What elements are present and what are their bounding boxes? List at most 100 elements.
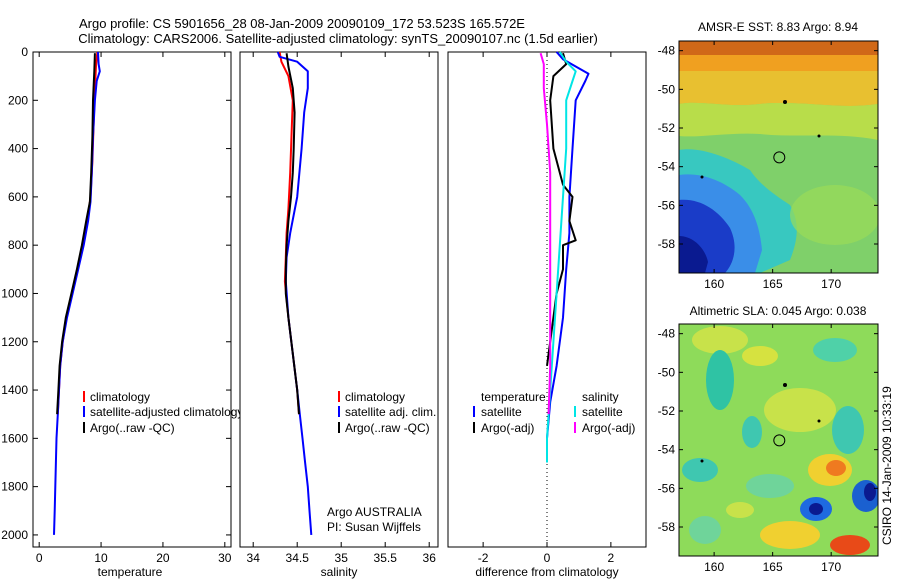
y-tick-label: 1200: [1, 335, 28, 349]
x-tick-label: 20: [156, 551, 170, 565]
latitude-tick-label: -58: [658, 237, 676, 251]
legend-label-sal-argo: Argo(-adj): [582, 421, 635, 435]
temperature-panel: 0 10 20 30 0 200 400 600 800 1000 1200 1400 1600 180…: [1, 45, 243, 579]
sla-map-frame: [678, 323, 879, 557]
latitude-tick-label: -50: [658, 82, 676, 96]
salinity-panel: 34 34.5 35 35.5 36 salinity climatology sate…: [239, 51, 439, 579]
y-tick-label: 1000: [1, 286, 28, 300]
x-tick-label: 30: [218, 551, 232, 565]
sla-negative-anomaly: [742, 416, 762, 448]
y-tick-label: 600: [8, 190, 28, 204]
sla-positive-anomaly: [726, 502, 754, 518]
x-tick-label: 35: [335, 551, 349, 565]
sst-green-patch: [790, 185, 878, 245]
latitude-tick-label: -58: [658, 520, 676, 534]
sla-negative-anomaly: [813, 338, 857, 362]
temperature-axes-box: [32, 51, 232, 548]
sla-negative-anomaly: [809, 503, 823, 515]
legend-title-salinity: salinity: [582, 390, 619, 404]
island-marker: [817, 134, 821, 138]
series-line-temperature-satellite: [546, 51, 590, 463]
y-tick-label: 2000: [1, 528, 28, 542]
float-position-marker: [773, 151, 786, 164]
latitude-tick-label: -56: [658, 198, 676, 212]
legend-title-temperature: temperature: [481, 390, 546, 404]
x-tick-label: 34: [247, 551, 261, 565]
longitude-tick-label: 160: [704, 277, 724, 291]
x-tick-label: 36: [423, 551, 437, 565]
series-line-salinity-argo-adj: [539, 52, 552, 415]
temperature-legend: climatology satellite-adjusted climatolo…: [83, 390, 243, 435]
y-tick-label: 400: [8, 142, 28, 156]
x-tick-label: -2: [478, 551, 489, 565]
salinity-legend: climatology satellite adj. clim. Argo(..…: [338, 390, 436, 435]
x-tick-label: 10: [94, 551, 108, 565]
island-marker: [817, 419, 821, 423]
latitude-tick-label: -48: [658, 44, 676, 58]
longitude-tick-label: 170: [821, 277, 841, 291]
sla-positive-anomaly: [742, 346, 778, 366]
x-tick-label: 35.5: [374, 551, 398, 565]
sla-map: 160 165 170 -48 -50 -52 -54 -56 -58: [658, 323, 879, 574]
sla-negative-anomaly: [689, 516, 721, 544]
y-tick-label: 800: [8, 238, 28, 252]
pi-label: PI: Susan Wijffels: [327, 520, 421, 534]
difference-panel: -2 0 2 difference from climatology tempera…: [447, 51, 647, 579]
legend-label-satellite-adj: satellite adj. clim.: [345, 405, 436, 419]
latitude-tick-label: -52: [658, 121, 676, 135]
y-tick-label: 0: [21, 45, 28, 59]
float-position-marker: [773, 434, 786, 447]
latitude-tick-label: -50: [658, 365, 676, 379]
difference-legend: temperature satellite Argo(-adj) salinit…: [473, 390, 635, 435]
sla-positive-anomaly: [764, 388, 836, 432]
latitude-tick-label: -56: [658, 481, 676, 495]
legend-label-argo: Argo(..raw -QC): [345, 421, 430, 435]
temperature-x-label: temperature: [98, 565, 163, 579]
sla-positive-anomaly: [692, 326, 748, 354]
sla-negative-anomaly: [864, 483, 876, 501]
x-tick-label: 34.5: [286, 551, 310, 565]
legend-label-temp-argo: Argo(-adj): [481, 421, 534, 435]
sla-negative-anomaly: [706, 350, 734, 410]
y-tick-label: 1600: [1, 431, 28, 445]
legend-label-sal-satellite: satellite: [582, 405, 623, 419]
y-tick-label: 1400: [1, 383, 28, 397]
sst-map: 160 165 170 -48 -50 -52 -54 -56 -58: [658, 40, 879, 291]
y-tick-label: 1800: [1, 480, 28, 494]
latitude-tick-label: -54: [658, 160, 676, 174]
x-tick-label: 0: [36, 551, 43, 565]
salinity-x-label: salinity: [321, 565, 358, 579]
sst-yellow-band: [679, 71, 878, 106]
x-tick-label: 0: [544, 551, 551, 565]
latitude-tick-label: -52: [658, 404, 676, 418]
y-tick-label: 200: [8, 93, 28, 107]
sst-coldest-core: [679, 236, 708, 273]
sla-positive-anomaly: [826, 460, 846, 476]
legend-label-argo: Argo(..raw -QC): [90, 421, 175, 435]
legend-label-satellite-adjusted: satellite-adjusted climatology: [90, 405, 243, 419]
sla-map-title: Altimetric SLA: 0.045 Argo: 0.038: [690, 304, 867, 318]
sla-positive-anomaly: [830, 535, 870, 555]
sla-negative-anomaly: [746, 474, 794, 498]
island-marker: [700, 459, 704, 463]
series-line-temperature-argo-adj: [546, 52, 577, 367]
difference-x-label: difference from climatology: [475, 565, 618, 579]
sst-warmest-band: [679, 41, 878, 55]
longitude-tick-label: 165: [763, 560, 783, 574]
legend-label-climatology: climatology: [345, 390, 405, 404]
longitude-tick-label: 165: [763, 277, 783, 291]
sst-map-title: AMSR-E SST: 8.83 Argo: 8.94: [698, 20, 858, 34]
figure-title-line2: Climatology: CARS2006. Satellite-adjuste…: [78, 31, 598, 46]
sla-positive-anomaly: [760, 521, 820, 549]
figure-title-line1: Argo profile: CS 5901656_28 08-Jan-2009 …: [79, 16, 525, 31]
legend-label-climatology: climatology: [90, 390, 150, 404]
latitude-tick-label: -54: [658, 443, 676, 457]
sst-lightgreen-band: [679, 102, 878, 140]
csiro-timestamp-label: CSIRO 14-Jan-2009 10:33:19: [880, 386, 894, 545]
sst-map-frame: [678, 40, 879, 274]
sla-negative-anomaly: [682, 458, 718, 482]
series-line-argo-raw-qc: [56, 53, 96, 415]
legend-label-temp-satellite: satellite: [481, 405, 522, 419]
sla-negative-anomaly: [832, 406, 864, 454]
